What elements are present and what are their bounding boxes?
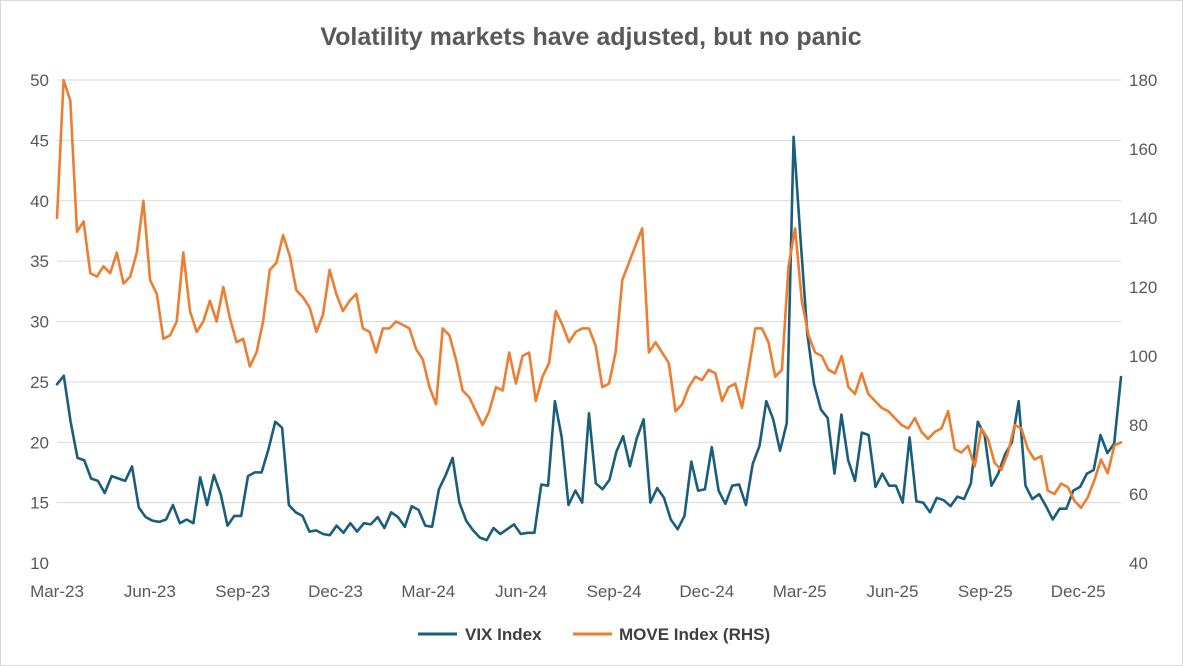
x-tick-label: Dec-23 [308,582,363,601]
vix-series-line [55,135,1123,542]
legend: VIX Index MOVE Index (RHS) [418,625,770,644]
left-tick-label: 45 [30,131,49,150]
x-tick-label: Jun-23 [124,582,176,601]
left-tick-label: 30 [30,313,49,332]
left-tick-label: 40 [30,192,49,211]
left-tick-label: 25 [30,373,49,392]
left-tick-label: 20 [30,433,49,452]
x-tick-label: Mar-23 [30,582,84,601]
legend-label-vix: VIX Index [465,625,542,644]
x-tick-label: Sep-24 [587,582,642,601]
right-axis: 40 60 80 100 120 140 160 180 [1129,71,1157,573]
left-tick-label: 10 [30,554,49,573]
chart-title: Volatility markets have adjusted, but no… [320,23,861,51]
left-tick-label: 15 [30,494,49,513]
series-lines [55,78,1123,542]
x-tick-label: Jun-25 [866,582,918,601]
left-axis: 10 15 20 25 30 35 40 45 50 [30,71,49,573]
right-tick-label: 40 [1129,554,1148,573]
x-tick-label: Mar-24 [401,582,455,601]
right-tick-label: 160 [1129,140,1157,159]
gridlines [57,79,1121,504]
right-tick-label: 100 [1129,347,1157,366]
right-tick-label: 120 [1129,278,1157,297]
right-tick-label: 80 [1129,416,1148,435]
legend-label-move: MOVE Index (RHS) [619,625,770,644]
x-tick-label: Dec-25 [1051,582,1106,601]
x-tick-label: Jun-24 [495,582,547,601]
left-tick-label: 35 [30,252,49,271]
x-tick-label: Dec-24 [679,582,734,601]
move-series-line [55,78,1123,510]
right-tick-label: 60 [1129,485,1148,504]
x-axis: Mar-23 Jun-23 Sep-23 Dec-23 Mar-24 Jun-24 Sep-… [30,582,1105,601]
right-tick-label: 140 [1129,209,1157,228]
x-tick-label: Mar-25 [773,582,827,601]
right-tick-label: 180 [1129,71,1157,90]
x-tick-label: Sep-25 [958,582,1013,601]
left-tick-label: 50 [30,71,49,90]
x-tick-label: Sep-23 [215,582,270,601]
